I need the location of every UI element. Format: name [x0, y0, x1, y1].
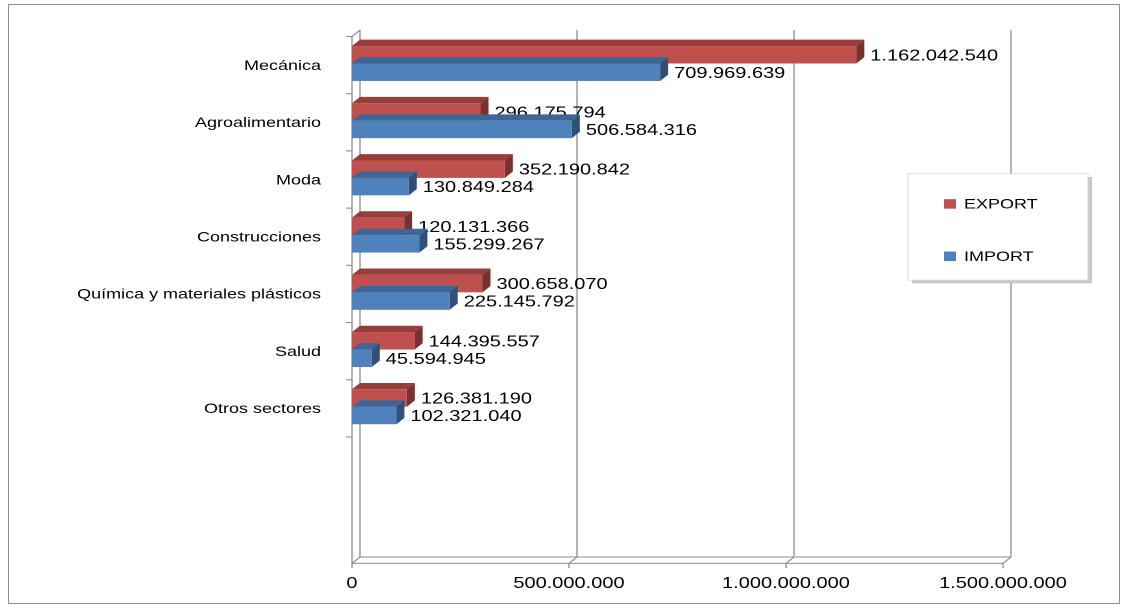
export-value-label: 120.131.366	[418, 218, 529, 236]
import-bar-top	[352, 114, 580, 121]
import-bar-end	[571, 114, 580, 139]
export-legend-label: EXPORT	[964, 196, 1038, 212]
floor-edge	[785, 556, 795, 564]
x-tick-label: 0	[346, 574, 357, 592]
import-bar-top	[352, 228, 428, 236]
category-label: Agroalimentario	[195, 115, 321, 131]
export-bar-end	[406, 382, 415, 407]
export-bar-end	[504, 154, 513, 178]
export-bar-top	[352, 325, 423, 333]
export-value-label: 126.381.190	[421, 390, 532, 408]
export-legend-swatch	[944, 199, 956, 209]
export-bar-end	[856, 39, 865, 64]
import-bar-end	[396, 400, 405, 425]
import-value-label: 130.849.284	[423, 178, 534, 196]
import-bar-top	[352, 343, 380, 350]
import-legend-label: IMPORT	[964, 249, 1034, 265]
export-bar-end	[414, 325, 423, 350]
import-value-label: 155.299.267	[433, 235, 544, 253]
import-bar	[352, 292, 450, 310]
import-bar	[352, 177, 409, 196]
floor-edge	[351, 556, 361, 564]
export-value-label: 300.658.070	[496, 275, 607, 293]
export-bar-top	[352, 154, 513, 161]
import-bar	[352, 349, 372, 367]
import-bar	[352, 406, 397, 425]
import-value-label: 709.969.639	[674, 64, 785, 82]
import-bar-top	[352, 400, 405, 407]
legend-box	[907, 173, 1089, 281]
export-bar-top	[352, 39, 865, 47]
x-tick-label: 500.000.000	[513, 574, 624, 592]
floor-edge	[568, 556, 578, 564]
export-value-label: 352.190.842	[519, 161, 630, 179]
x-tick-label: 1.000.000.000	[722, 574, 850, 592]
import-value-label: 506.584.316	[586, 121, 697, 139]
import-bar	[352, 63, 661, 81]
import-value-label: 45.594.945	[386, 350, 486, 368]
floor-edge	[1002, 556, 1012, 564]
category-label: Química y materiales plásticos	[77, 286, 321, 302]
export-bar-top	[352, 96, 489, 104]
import-legend-swatch	[944, 251, 956, 262]
export-bar-top	[352, 211, 413, 218]
import-bar-top	[352, 171, 417, 178]
category-label: Construcciones	[197, 229, 321, 245]
import-bar-end	[408, 171, 417, 196]
category-label: Otros sectores	[204, 401, 321, 417]
import-bar	[352, 120, 572, 139]
chart-area	[8, 4, 1120, 604]
import-bar	[352, 235, 420, 253]
wall-edge	[351, 29, 361, 37]
import-bar-top	[352, 57, 669, 64]
import-value-label: 102.321.040	[410, 407, 521, 425]
import-bar-end	[371, 343, 380, 367]
export-bar-top	[352, 382, 415, 390]
x-tick-label: 1.500.000.000	[939, 574, 1067, 592]
category-label: Moda	[276, 172, 322, 188]
import-bar-end	[419, 228, 428, 253]
import-value-label: 225.145.792	[464, 293, 575, 311]
import-bar-end	[660, 57, 669, 81]
category-label: Mecánica	[244, 58, 322, 74]
export-bar-end	[482, 268, 491, 293]
export-bar-top	[352, 268, 491, 275]
import-bar-end	[449, 285, 458, 310]
export-value-label: 144.395.557	[429, 332, 540, 350]
import-bar-top	[352, 285, 458, 293]
category-label: Salud	[275, 344, 321, 360]
export-value-label: 1.162.042.540	[870, 46, 998, 64]
